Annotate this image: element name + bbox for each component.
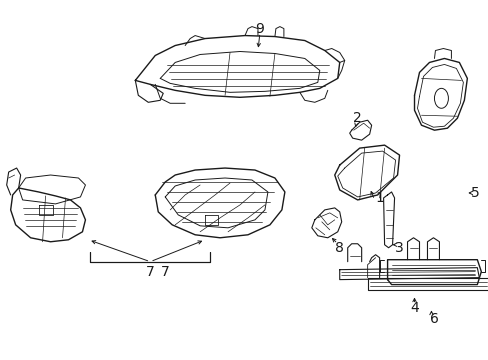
Text: 3: 3 — [394, 241, 403, 255]
Text: 5: 5 — [470, 186, 479, 200]
Text: 4: 4 — [409, 301, 418, 315]
Text: 2: 2 — [353, 111, 361, 125]
Text: 9: 9 — [255, 22, 264, 36]
Text: 6: 6 — [429, 312, 438, 327]
Text: 1: 1 — [374, 191, 383, 205]
Text: 7: 7 — [161, 265, 169, 279]
Text: 8: 8 — [335, 241, 344, 255]
Text: 7: 7 — [145, 265, 154, 279]
